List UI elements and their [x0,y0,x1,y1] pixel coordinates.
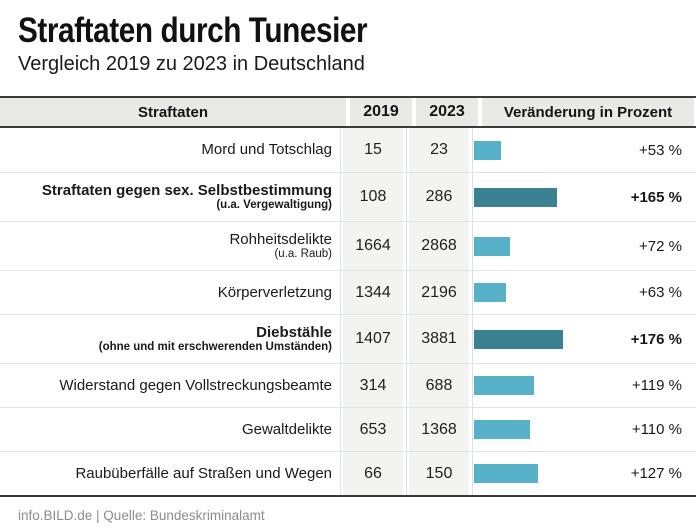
change-bar [474,283,506,302]
table-row: Rohheitsdelikte (u.a. Raub) 1664 2868 +7… [0,221,696,270]
change-bar [474,464,538,483]
column-tint [343,452,403,495]
table-row: Straftaten gegen sex. Selbstbestimmung (… [0,172,696,221]
crime-sublabel: (u.a. Raub) [274,247,332,260]
change-bar [474,376,534,395]
table-header-row: Straftaten 2019 2023 Veränderung in Proz… [0,98,696,128]
value-2019: 1344 [355,283,391,301]
table-row: Widerstand gegen Vollstreckungsbeamte 31… [0,363,696,407]
table-row: Diebstähle (ohne und mit erschwerenden U… [0,314,696,363]
value-2023: 286 [425,188,453,205]
column-tint [409,452,469,495]
column-tint [409,408,469,451]
change-bar [474,329,563,349]
table-row: Körperverletzung 1344 2196 +63 % [0,270,696,314]
change-bar [474,236,510,256]
page-subtitle: Vergleich 2019 zu 2023 in Deutschland [18,53,365,75]
value-2019: 66 [364,464,382,482]
change-percent: +176 % [630,330,682,348]
change-percent: +63 % [639,284,682,301]
value-2019: 1407 [355,330,391,347]
value-2019: 653 [359,420,387,438]
change-percent: +110 % [631,421,682,438]
table-row: Raubüberfälle auf Straßen und Wegen 66 1… [0,451,696,495]
value-2019: 314 [359,376,387,394]
value-2023: 23 [430,141,448,158]
column-tint [409,364,469,407]
change-bar [474,420,530,439]
crime-label: Raubüberfälle auf Straßen und Wegen [75,464,332,482]
column-header-crime: Straftaten [0,98,346,126]
footer: info.BILD.de | Quelle: Bundeskriminalamt [0,499,696,531]
table-row: Mord und Totschlag 15 23 +53 % [0,128,696,172]
crime-sublabel: (ohne und mit erschwerenden Umständen) [98,340,332,353]
change-bar [474,140,501,160]
change-bar [474,187,557,207]
change-percent: +72 % [639,237,682,255]
column-header-change: Veränderung in Prozent [482,98,694,126]
column-tint [343,315,403,363]
change-percent: +165 % [630,188,682,206]
column-tint [343,408,403,451]
value-2023: 1368 [421,420,457,438]
column-header-2023: 2023 [416,98,478,126]
crime-sublabel: (u.a. Vergewaltigung) [216,198,332,211]
column-tint [409,173,469,221]
crime-label: Widerstand gegen Vollstreckungsbeamte [59,376,332,394]
crime-label: Gewaltdelikte [241,420,332,438]
crime-label: Rohheitsdelikte [229,230,332,248]
crime-table: Straftaten 2019 2023 Veränderung in Proz… [0,96,696,497]
crime-label: Straftaten gegen sex. Selbstbestimmung [41,181,332,199]
column-header-2019: 2019 [350,98,412,126]
column-tint [343,173,403,221]
column-tint [343,222,403,270]
crime-label: Mord und Totschlag [201,141,332,158]
table-row: Gewaltdelikte 653 1368 +110 % [0,407,696,451]
column-tint [343,364,403,407]
column-tint [343,271,403,314]
value-2023: 2868 [421,237,457,254]
column-tint [409,222,469,270]
page-title: Straftaten durch Tunesier [18,11,368,50]
column-tint [409,128,469,172]
column-tint [343,128,403,172]
value-2019: 108 [359,188,387,205]
crime-label: Körperverletzung [217,283,332,301]
value-2023: 3881 [421,330,457,347]
headline-block: Straftaten durch Tunesier Vergleich 2019… [0,0,696,76]
change-percent: +53 % [639,141,682,159]
value-2023: 2196 [421,283,457,301]
change-percent: +127 % [630,465,682,482]
source-credit: info.BILD.de | Quelle: Bundeskriminalamt [18,508,265,523]
column-tint [409,315,469,363]
value-2023: 688 [425,376,453,394]
value-2023: 150 [425,464,453,482]
change-percent: +119 % [631,377,682,394]
value-2019: 1664 [355,237,391,254]
column-tint [409,271,469,314]
crime-label: Diebstähle [256,323,332,341]
value-2019: 15 [364,141,382,158]
